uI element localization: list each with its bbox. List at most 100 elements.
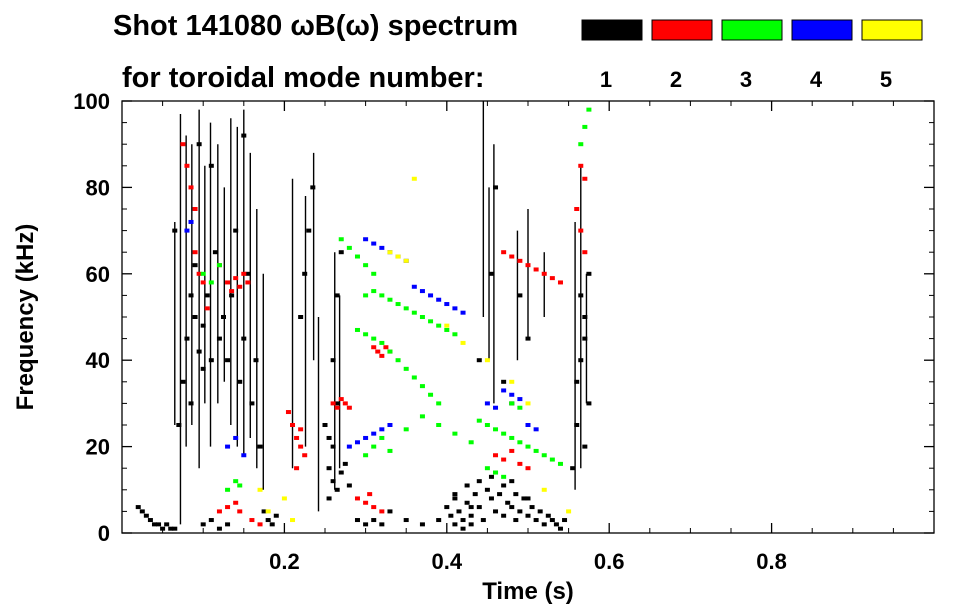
mode-2-point	[541, 271, 547, 276]
mode-1-point	[419, 522, 425, 527]
mode-1-point	[525, 336, 531, 341]
mode-2-point	[346, 405, 352, 410]
mode-2-point	[582, 176, 588, 181]
mode-1-point	[448, 513, 454, 518]
mode-4-point	[428, 293, 434, 298]
mode-1-point	[513, 518, 519, 523]
mode-4-point	[533, 427, 539, 432]
mode-1-point	[545, 513, 551, 518]
mode-2-point	[233, 500, 239, 505]
mode-1-point	[525, 513, 531, 518]
mode-4-point	[184, 228, 190, 233]
mode-2-point	[371, 345, 377, 350]
mode-1-point	[493, 509, 499, 514]
mode-4-point	[241, 453, 247, 458]
mode-3-point	[208, 280, 214, 285]
mode-4-point	[371, 431, 377, 436]
mode-1-point	[306, 228, 312, 233]
mode-1-point	[488, 271, 494, 276]
mode-3-point	[411, 375, 417, 380]
legend-swatch-mode-5	[861, 19, 923, 41]
mode-2-point	[188, 185, 194, 190]
mode-3-point	[419, 414, 425, 419]
mode-1-point	[533, 518, 539, 523]
mode-1-point	[468, 505, 474, 510]
mode-1-point	[517, 293, 523, 298]
mode-1-point	[517, 509, 523, 514]
mode-1-point	[221, 315, 226, 319]
mode-3-point	[379, 340, 385, 345]
mode-2-point	[517, 258, 523, 263]
mode-1-point	[241, 133, 247, 138]
mode-1-point	[452, 522, 458, 527]
chart-subtitle: for toroidal mode number:	[122, 62, 485, 94]
mode-3-point	[428, 392, 434, 397]
mode-4-point	[517, 397, 523, 402]
mode-4-point	[501, 388, 507, 393]
mode-4-point	[354, 440, 360, 445]
mode-1-point	[549, 518, 555, 523]
mode-1-point	[354, 518, 360, 523]
mode-1-point	[261, 509, 267, 514]
mode-2-point	[578, 228, 584, 233]
mode-1-point	[330, 444, 336, 449]
mode-4-point	[444, 302, 450, 307]
mode-4-point	[379, 245, 385, 250]
mode-1-point	[574, 379, 580, 384]
mode-3-point	[225, 487, 231, 492]
mode-3-point	[371, 336, 377, 341]
mode-3-point	[578, 142, 584, 147]
mode-3-point	[436, 401, 442, 406]
mode-3-point	[509, 401, 515, 406]
y-tick-label: 100	[73, 89, 110, 114]
mode-3-point	[501, 474, 507, 479]
mode-3-point	[363, 263, 369, 268]
mode-5-point	[387, 250, 393, 255]
mode-2-point	[525, 263, 531, 268]
mode-5-point	[541, 487, 547, 492]
mode-1-point	[436, 518, 442, 523]
mode-3-point	[387, 448, 393, 453]
mode-3-point	[452, 332, 458, 337]
mode-2-point	[383, 345, 389, 350]
mode-1-point	[452, 496, 458, 501]
mode-1-point	[298, 315, 304, 319]
mode-3-point	[419, 315, 425, 319]
mode-5-point	[525, 401, 531, 406]
mode-1-point	[480, 518, 486, 523]
legend-swatch-mode-3	[721, 19, 783, 41]
mode-1-point	[196, 349, 202, 354]
mode-1-point	[326, 435, 332, 440]
mode-3-point	[557, 461, 563, 466]
mode-1-point	[257, 444, 263, 449]
mode-2-point	[501, 457, 507, 462]
mode-3-point	[444, 327, 450, 332]
mode-3-point	[395, 302, 401, 307]
mode-3-point	[237, 483, 243, 488]
mode-1-point	[334, 401, 340, 406]
mode-1-point	[143, 513, 149, 518]
mode-3-point	[379, 435, 385, 440]
mode-3-point	[517, 405, 523, 410]
mode-1-point	[147, 518, 153, 523]
x-tick-label: 0.8	[756, 549, 787, 574]
mode-4-point	[233, 435, 239, 440]
mode-2-point	[229, 289, 235, 294]
mode-1-point	[216, 526, 222, 531]
mode-1-point	[553, 522, 559, 527]
mode-1-point	[180, 379, 186, 384]
mode-4-point	[419, 289, 425, 294]
mode-1-point	[164, 522, 170, 527]
mode-3-point	[541, 453, 547, 458]
mode-3-point	[354, 254, 360, 259]
mode-1-point	[488, 496, 494, 501]
mode-1-point	[188, 401, 194, 406]
mode-2-point	[578, 163, 584, 168]
y-tick-label: 0	[98, 521, 110, 546]
mode-3-point	[582, 124, 588, 129]
mode-3-point	[371, 271, 377, 276]
x-tick-label: 0.4	[432, 549, 463, 574]
mode-4-point	[225, 444, 231, 449]
mode-5-point	[257, 487, 263, 492]
mode-2-point	[330, 401, 336, 406]
